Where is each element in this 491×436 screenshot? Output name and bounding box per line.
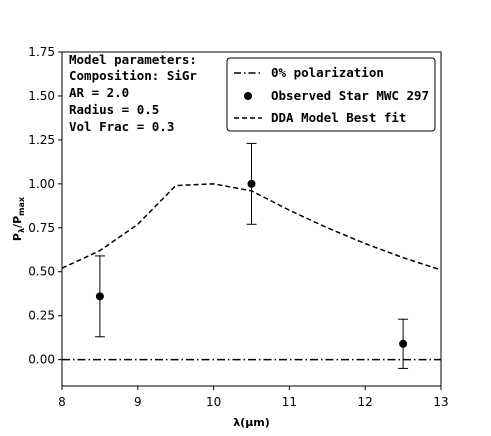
annotation-line: Composition: SiGr <box>69 68 197 83</box>
y-tick-label: 0.25 <box>28 309 55 323</box>
y-axis-label-main: P <box>11 233 24 241</box>
series-layer <box>61 142 442 369</box>
y-axis-label-sub: λ <box>17 228 26 233</box>
y-tick-label: 1.00 <box>28 177 55 191</box>
x-tick-label: 8 <box>58 395 66 409</box>
x-tick-label: 13 <box>433 395 448 409</box>
y-axis-label-sep: /P <box>11 216 24 228</box>
data-point <box>399 339 408 348</box>
y-tick-label: 0.75 <box>28 221 55 235</box>
legend-frame <box>226 57 436 132</box>
x-tick-label: 10 <box>206 395 221 409</box>
y-axis-label-sub2: max <box>17 196 26 216</box>
plot-frame <box>61 51 442 387</box>
annotation-line: Vol Frac = 0.3 <box>69 119 174 134</box>
legend-label: DDA Model Best fit <box>271 110 406 125</box>
x-axis-label: λ(μm) <box>233 416 270 429</box>
x-tick-label: 11 <box>282 395 297 409</box>
y-axis-label: Pλ/Pmax <box>11 196 26 241</box>
ticks-layer: 8 9 10 11 12 13 0.00 0.25 0.50 0.75 1.00 1.25 1.50 1.… <box>28 45 448 409</box>
y-tick-label: 1.75 <box>28 45 55 59</box>
annotation-box: Model parameters: Composition: SiGr AR =… <box>69 52 197 134</box>
data-point <box>95 292 104 301</box>
legend: 0% polarization Observed Star MWC 297 DD… <box>226 57 436 132</box>
legend-label: 0% polarization <box>271 65 384 80</box>
y-tick-label: 0.50 <box>28 265 55 279</box>
y-tick-label: 0.00 <box>28 353 55 367</box>
x-tick-label: 12 <box>358 395 373 409</box>
model-fit-line <box>61 183 442 271</box>
legend-label: Observed Star MWC 297 <box>271 88 429 103</box>
x-tick-label: 9 <box>134 395 142 409</box>
y-tick-label: 1.25 <box>28 133 55 147</box>
annotation-line: Radius = 0.5 <box>69 102 159 117</box>
legend-swatch-marker <box>244 92 252 100</box>
data-point <box>247 179 256 188</box>
y-tick-label: 1.50 <box>28 89 55 103</box>
annotation-line: Model parameters: <box>69 52 197 67</box>
annotation-line: AR = 2.0 <box>69 85 129 100</box>
